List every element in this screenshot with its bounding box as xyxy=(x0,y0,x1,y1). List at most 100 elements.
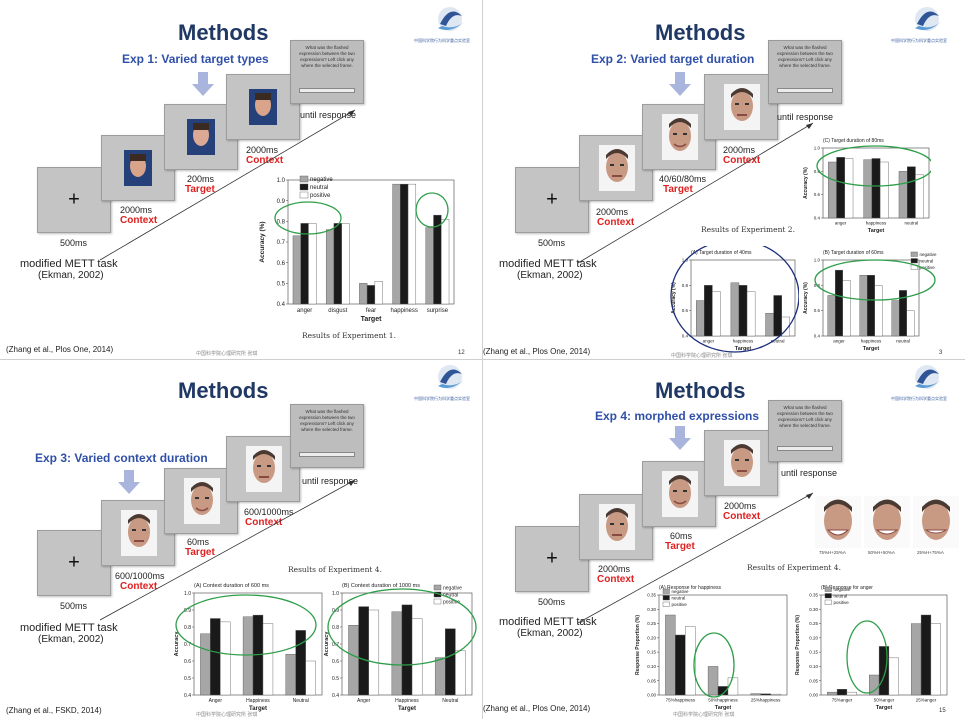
y-tick-label: 0.6 xyxy=(814,192,821,197)
x-tick-label: happiness xyxy=(861,339,882,344)
face-image xyxy=(246,446,282,492)
y-tick-label: 0.9 xyxy=(184,608,191,614)
y-axis-label: Accuracy (%) xyxy=(259,221,266,262)
y-tick-label: 0.4 xyxy=(184,693,191,699)
context-frame-1 xyxy=(579,494,653,560)
chart-exp4-happiness: (A) Response for happiness 0.00 0.05 0.10 0.… xyxy=(635,585,788,711)
fixation-cross-icon: + xyxy=(68,551,80,574)
fixation-duration: 500ms xyxy=(538,597,566,607)
legend-swatch xyxy=(299,183,309,191)
arrow-down-icon xyxy=(669,72,691,96)
y-tick-label: 0.25 xyxy=(809,621,818,626)
target-frame xyxy=(164,104,238,170)
legend-label: negative xyxy=(672,589,690,594)
context1-label: Context xyxy=(120,215,158,226)
response-dialog: What was the flashed expression between … xyxy=(290,40,364,104)
timeline-arrow xyxy=(100,109,356,261)
dialog-choice-bar[interactable] xyxy=(777,88,833,93)
x-axis-label: Target xyxy=(735,346,752,352)
x-tick-label: Happiness xyxy=(246,698,270,704)
bar xyxy=(827,691,838,696)
results-caption: Results of Experiment 2. xyxy=(701,225,795,234)
legend-label: negative xyxy=(443,585,462,591)
fixation-duration: 500ms xyxy=(538,238,566,248)
until-response-label: until response xyxy=(300,110,357,120)
slide-title: Methods xyxy=(655,378,746,403)
face-image-small xyxy=(187,119,215,155)
face-image xyxy=(724,84,760,130)
bar xyxy=(374,281,383,305)
x-tick-label: 25%anger xyxy=(916,698,937,703)
fixation-frame: + xyxy=(37,167,111,233)
y-tick-label: 0.15 xyxy=(809,650,818,655)
chart-exp2-60ms: (B) Target duration of 60ms0.40.60.81.0A… xyxy=(803,250,937,352)
bar xyxy=(358,606,369,696)
bar xyxy=(300,223,309,305)
y-axis-label: Accuracy (%) xyxy=(671,282,677,314)
face-image-small xyxy=(249,89,277,125)
fixation-duration: 500ms xyxy=(60,601,88,611)
dialog-choice-bar[interactable] xyxy=(299,88,355,93)
bar xyxy=(341,223,350,305)
context1-duration: 600/1000ms xyxy=(115,571,165,581)
bar xyxy=(871,158,881,219)
bar xyxy=(704,285,713,337)
face-image xyxy=(121,510,157,556)
y-axis-label: Accuracy (%) xyxy=(803,167,809,199)
target-label: Target xyxy=(185,184,215,195)
y-tick-label: 0.7 xyxy=(184,642,191,648)
bar xyxy=(874,285,883,337)
bar xyxy=(707,666,719,696)
y-tick-label: 0.6 xyxy=(332,659,339,665)
context-frame-2 xyxy=(226,74,300,140)
results-caption: Results of Experiment 4. xyxy=(747,563,841,572)
y-tick-label: 0.35 xyxy=(647,593,656,598)
task-label: modified METT task xyxy=(499,258,597,270)
timeline-arrow xyxy=(578,122,814,264)
x-tick-label: Happiness xyxy=(395,698,419,704)
highlight-ellipse xyxy=(415,192,449,228)
bar xyxy=(401,604,413,696)
bar xyxy=(433,214,442,305)
task-label: modified METT task xyxy=(20,622,118,634)
citation: (Zhang et al., Plos One, 2014) xyxy=(483,347,591,356)
context1-label: Context xyxy=(597,574,635,585)
institute-logo-icon xyxy=(438,365,464,389)
context1-duration: 2000ms xyxy=(120,205,153,215)
dialog-choice-bar[interactable] xyxy=(777,446,833,451)
x-tick-label: neutral xyxy=(896,339,910,344)
bar xyxy=(292,235,301,305)
x-tick-label: 75%happiness xyxy=(666,698,696,703)
bar xyxy=(220,621,231,696)
y-tick-label: 0.4 xyxy=(332,693,339,699)
legend-label: positive xyxy=(443,599,460,605)
context1-duration: 2000ms xyxy=(598,564,631,574)
bar xyxy=(730,282,740,337)
y-tick-label: 0.15 xyxy=(647,650,656,655)
bar xyxy=(891,300,900,337)
citation: (Zhang et al., FSKD, 2014) xyxy=(6,706,102,715)
x-tick-label: Anger xyxy=(209,698,223,704)
context-frame-1 xyxy=(101,135,175,201)
dialog-choice-bar[interactable] xyxy=(299,452,355,457)
y-axis-label: Accuracy (%) xyxy=(803,282,809,314)
bar xyxy=(242,616,254,696)
y-tick-label: 0.9 xyxy=(277,199,286,205)
legend-swatch xyxy=(910,251,918,257)
bar xyxy=(305,660,316,696)
y-tick-label: 0.4 xyxy=(682,334,689,339)
bar xyxy=(835,269,843,337)
chart-exp3-600ms: (A) Context duration of 600 ms 0.4 0.5 0.6 0… xyxy=(174,583,323,712)
highlight-ellipse xyxy=(693,632,735,698)
x-tick-label: happiness xyxy=(391,308,418,314)
x-axis-label: Target xyxy=(863,346,880,352)
legend-swatch xyxy=(824,599,832,605)
legend-swatch xyxy=(299,191,309,199)
slide-title: Methods xyxy=(178,20,269,45)
fixation-duration: 500ms xyxy=(60,238,88,248)
chart-title: (B) Context duration of 1000 ms xyxy=(342,583,420,589)
chart-title: (C) Target duration of 80ms xyxy=(823,138,884,144)
bar xyxy=(879,161,889,219)
y-tick-label: 0.20 xyxy=(809,635,818,640)
x-tick-label: surprise xyxy=(427,308,449,314)
